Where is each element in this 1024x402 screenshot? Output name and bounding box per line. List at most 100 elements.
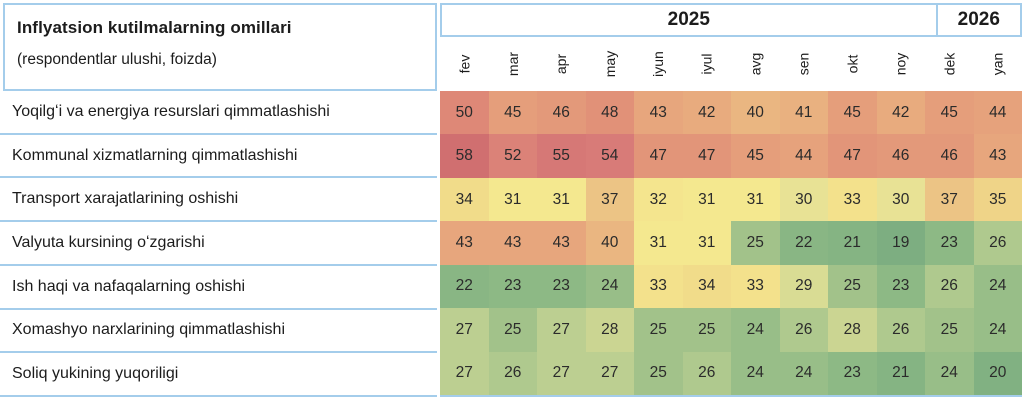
heatmap-cell: 24 xyxy=(731,351,780,395)
heatmap-cell: 41 xyxy=(779,91,828,135)
year-header-2025: 2025 xyxy=(667,9,710,30)
heatmap-cell: 24 xyxy=(731,308,780,352)
row-label: Ish haqi va nafaqalarning oshishi xyxy=(0,265,437,310)
month-label: fev xyxy=(456,54,473,74)
heatmap-cell: 25 xyxy=(488,308,537,352)
heatmap-cell: 32 xyxy=(634,177,683,222)
heatmap-row: 43 43 43 40 31 31 25 22 21 19 23 26 xyxy=(440,221,1022,265)
row-label: Transport xarajatlarining oshishi xyxy=(0,178,437,223)
row-labels-column: Yoqilgʻi va energiya resurslari qimmatla… xyxy=(0,91,437,398)
heatmap-grid: 50 45 46 48 43 42 40 41 45 42 45 44 58 52 55 54 47 47 45 44… xyxy=(440,91,1022,397)
month-label: dek xyxy=(941,52,958,76)
month-header-cell: okt xyxy=(828,37,877,91)
heatmap-cell: 23 xyxy=(925,221,974,265)
heatmap-cell: 30 xyxy=(876,177,925,222)
heatmap-cell: 45 xyxy=(925,91,974,135)
heatmap-cell: 42 xyxy=(682,91,731,135)
heatmap-cell: 21 xyxy=(876,351,925,395)
heatmap-cell: 46 xyxy=(537,91,586,135)
heatmap-cell: 46 xyxy=(925,134,974,178)
month-label: okt xyxy=(844,54,861,74)
heatmap-cell: 58 xyxy=(440,134,489,178)
month-header-cell: apr xyxy=(537,37,586,91)
heatmap-cell: 43 xyxy=(440,221,489,265)
heatmap-row: 22 23 23 24 33 34 33 29 25 23 26 24 xyxy=(440,264,1022,309)
row-label: Valyuta kursining oʻzgarishi xyxy=(0,222,437,266)
heatmap-cell: 21 xyxy=(828,221,877,265)
heatmap-row: 58 52 55 54 47 47 45 44 47 46 46 43 xyxy=(440,134,1022,178)
heatmap-cell: 23 xyxy=(537,264,586,309)
month-label: apr xyxy=(553,53,570,75)
heatmap-cell: 34 xyxy=(682,264,731,309)
heatmap-cell: 45 xyxy=(828,91,877,135)
heatmap-cell: 27 xyxy=(440,308,489,352)
heatmap-cell: 27 xyxy=(537,308,586,352)
heatmap-cell: 20 xyxy=(973,351,1022,395)
heatmap-cell: 52 xyxy=(488,134,537,178)
heatmap-cell: 50 xyxy=(440,91,489,135)
year-header-row: 2025 2026 xyxy=(440,3,1022,37)
row-label: Xomashyo narxlarining qimmatlashishi xyxy=(0,309,437,354)
heatmap-cell: 25 xyxy=(634,308,683,352)
month-header-cell: mar xyxy=(489,37,538,91)
heatmap-cell: 23 xyxy=(828,351,877,395)
month-label: noy xyxy=(892,52,909,76)
heatmap-row: 27 25 27 28 25 25 24 26 28 26 25 24 xyxy=(440,308,1022,352)
heatmap-cell: 47 xyxy=(682,134,731,178)
heatmap-cell: 23 xyxy=(488,264,537,309)
month-header-cell: iyul xyxy=(683,37,732,91)
month-header-cell: yan xyxy=(974,37,1023,91)
heatmap-cell: 22 xyxy=(779,221,828,265)
year-header-2026: 2026 xyxy=(935,5,1020,35)
chart-header: Inflyatsion kutilmalarning omillari (res… xyxy=(3,3,437,91)
heatmap-cell: 31 xyxy=(682,221,731,265)
month-header-cell: noy xyxy=(877,37,926,91)
heatmap-cell: 43 xyxy=(634,91,683,135)
heatmap-cell: 26 xyxy=(488,351,537,395)
heatmap-cell: 24 xyxy=(925,351,974,395)
month-header-cell: fev xyxy=(440,37,489,91)
heatmap-cell: 24 xyxy=(973,264,1022,309)
heatmap-cell: 45 xyxy=(731,134,780,178)
month-label: avg xyxy=(747,52,764,76)
heatmap-cell: 25 xyxy=(682,308,731,352)
heatmap-cell: 19 xyxy=(876,221,925,265)
heatmap-cell: 31 xyxy=(634,221,683,265)
heatmap-cell: 44 xyxy=(973,91,1022,135)
heatmap-cell: 42 xyxy=(876,91,925,135)
heatmap-row: 50 45 46 48 43 42 40 41 45 42 45 44 xyxy=(440,91,1022,135)
chart-subtitle: (respondentlar ulushi, foizda) xyxy=(17,51,217,68)
heatmap-row: 27 26 27 27 25 26 24 24 23 21 24 20 xyxy=(440,351,1022,395)
heatmap-cell: 37 xyxy=(585,177,634,222)
heatmap-cell: 27 xyxy=(585,351,634,395)
heatmap-cell: 33 xyxy=(634,264,683,309)
heatmap-cell: 43 xyxy=(488,221,537,265)
heatmap-cell: 26 xyxy=(779,308,828,352)
heatmap-cell: 45 xyxy=(488,91,537,135)
heatmap-cell: 47 xyxy=(828,134,877,178)
month-header-cell: may xyxy=(586,37,635,91)
heatmap-row: 34 31 31 37 32 31 31 30 33 30 37 35 xyxy=(440,177,1022,222)
heatmap-cell: 29 xyxy=(779,264,828,309)
heatmap-cell: 25 xyxy=(731,221,780,265)
month-header-cell: sen xyxy=(780,37,829,91)
heatmap-cell: 26 xyxy=(925,264,974,309)
heatmap-cell: 24 xyxy=(779,351,828,395)
heatmap-cell: 27 xyxy=(440,351,489,395)
heatmap-cell: 22 xyxy=(440,264,489,309)
month-label: iyun xyxy=(650,51,667,77)
heatmap-cell: 24 xyxy=(585,264,634,309)
month-header-cell: dek xyxy=(925,37,974,91)
heatmap-cell: 31 xyxy=(682,177,731,222)
heatmap-cell: 24 xyxy=(973,308,1022,352)
row-label: Soliq yukining yuqoriligi xyxy=(0,353,437,398)
heatmap-cell: 26 xyxy=(876,308,925,352)
month-label: yan xyxy=(989,52,1006,76)
heatmap-cell: 26 xyxy=(682,351,731,395)
month-label: iyul xyxy=(698,53,715,75)
month-header-row: fev mar apr may iyun iyul avg sen okt noy dek yan xyxy=(440,37,1022,91)
heatmap-cell: 28 xyxy=(585,308,634,352)
heatmap-cell: 25 xyxy=(925,308,974,352)
heatmap-cell: 25 xyxy=(828,264,877,309)
